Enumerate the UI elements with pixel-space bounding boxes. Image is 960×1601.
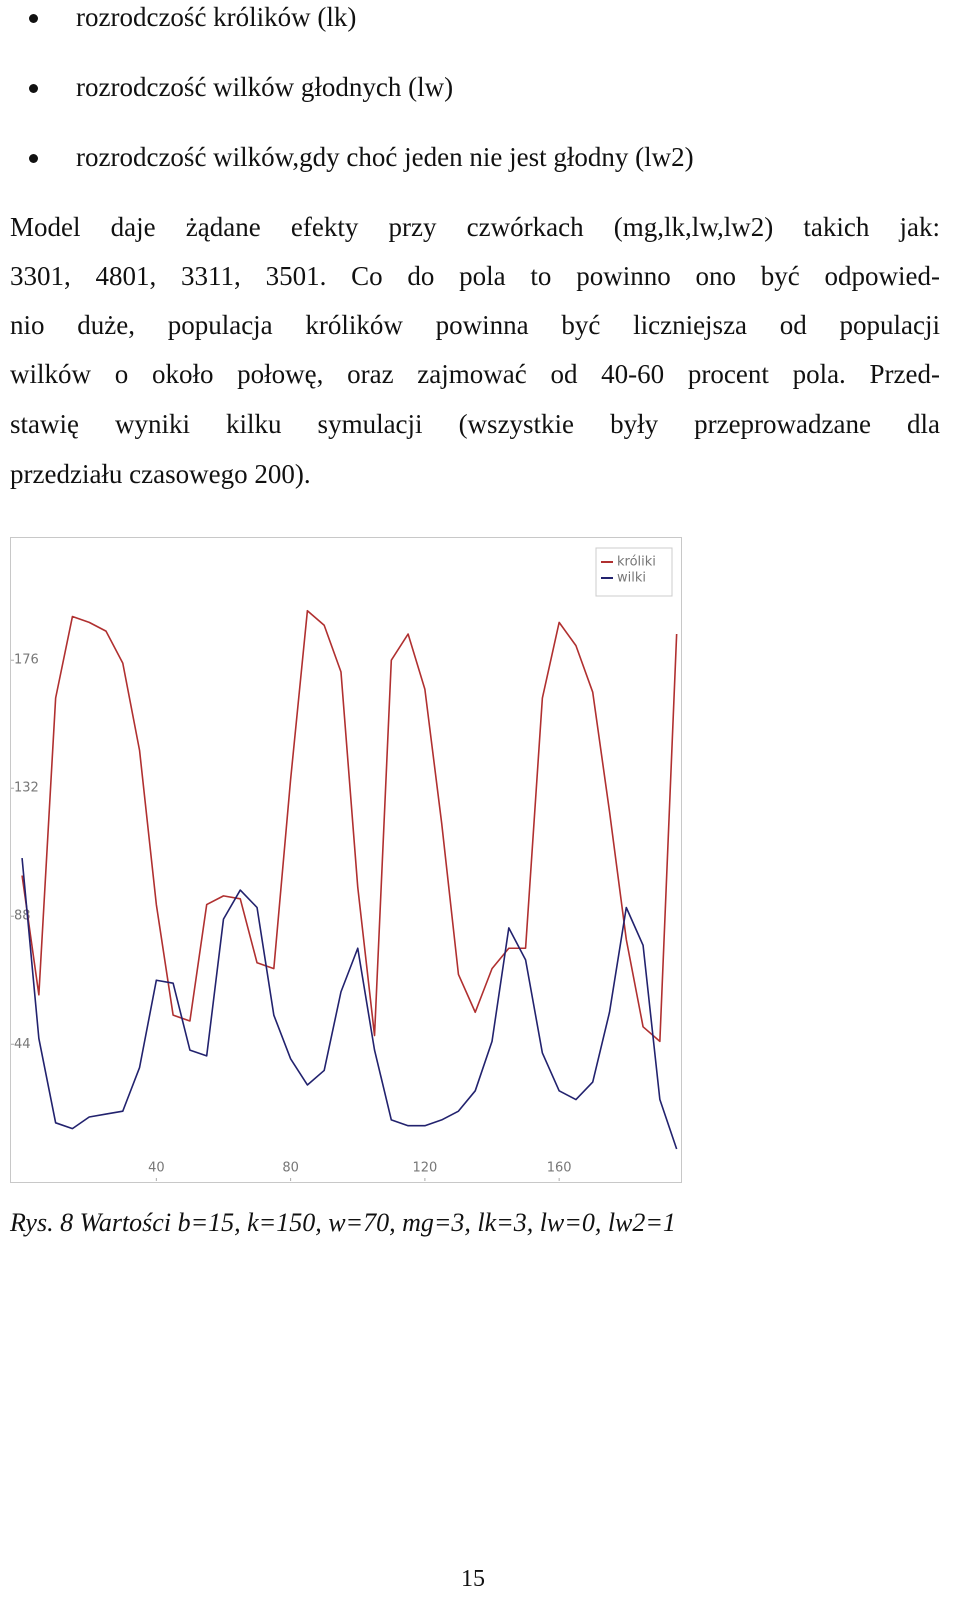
- paragraph-line: Model daje żądane efekty przy czwórkach …: [10, 212, 940, 242]
- bullet: [29, 84, 38, 93]
- y-tick-label: 44: [14, 1037, 31, 1052]
- paragraph-line: przedziału czasowego 200).: [10, 459, 311, 489]
- x-tick-label: 160: [547, 1161, 572, 1176]
- series-line: [21, 609, 678, 1043]
- chart-frame: [10, 537, 682, 1183]
- paragraph-line: wilków o około połowę, oraz zajmować od …: [10, 359, 940, 389]
- legend-box: [595, 547, 673, 597]
- paragraph-line: nio duże, populacja królików powinna być…: [10, 310, 940, 340]
- x-tick-label: 40: [148, 1161, 165, 1176]
- y-tick-label: 132: [14, 781, 39, 796]
- bullet-text: rozrodczość królików (lk): [76, 2, 357, 32]
- bullet-text: rozrodczość wilków,gdy choć jeden nie je…: [76, 142, 694, 172]
- x-tick-label: 120: [412, 1161, 437, 1176]
- bullet-text: rozrodczość wilków głodnych (lw): [76, 72, 454, 102]
- figure-caption: Rys. 8 Wartości b=15, k=150, w=70, mg=3,…: [10, 1208, 676, 1237]
- series-line: [21, 857, 678, 1150]
- page-number: 15: [461, 1566, 485, 1592]
- bullet: [29, 14, 38, 23]
- paragraph-line: stawię wyniki kilku symulacji (wszystkie…: [10, 409, 940, 439]
- y-tick-label: 176: [14, 653, 39, 668]
- x-tick-label: 80: [282, 1161, 299, 1176]
- bullet: [29, 154, 38, 163]
- legend-label: króliki: [617, 555, 656, 570]
- legend-label: wilki: [617, 571, 646, 586]
- paragraph-line: 3301, 4801, 3311, 3501. Co do pola to po…: [10, 261, 940, 291]
